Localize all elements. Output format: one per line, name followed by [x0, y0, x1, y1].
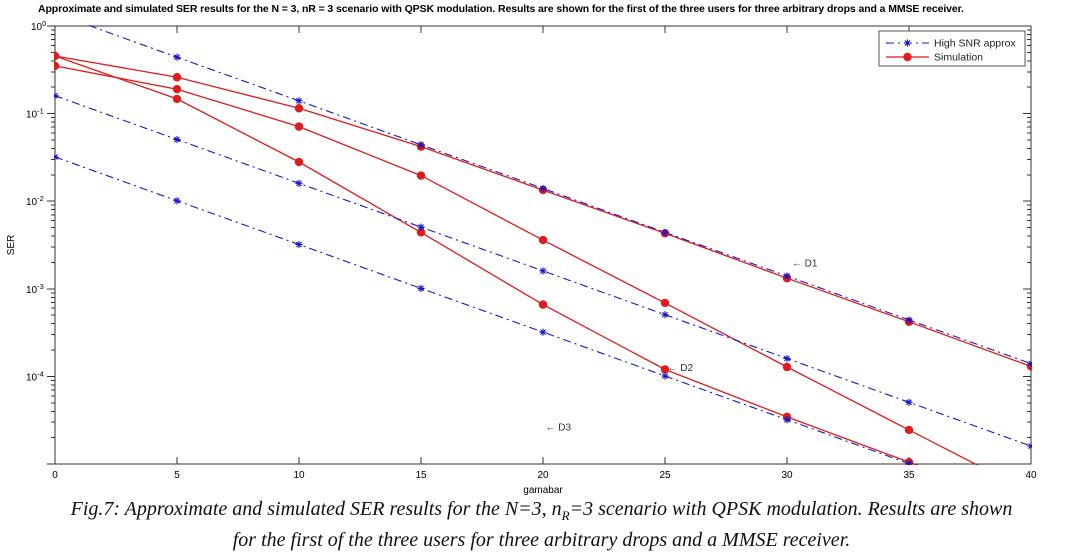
- y-axis: [47, 25, 1031, 465]
- caption-line2: for the first of the three users for thr…: [232, 529, 851, 551]
- marker-asterisk: [1027, 359, 1032, 368]
- y-tick-label: 10-2: [26, 194, 44, 208]
- legend-label: High SNR approx: [934, 38, 1016, 50]
- marker-circle: [172, 84, 182, 94]
- line-high-snr-approx-drop-d2-: [54, 95, 1032, 447]
- line-simulation-drop-d3-: [54, 55, 919, 465]
- legend: High SNR approx Simulation: [878, 30, 1026, 67]
- marker-asterisk: [54, 153, 59, 161]
- marker-asterisk: [54, 92, 59, 100]
- x-tick-label: 0: [52, 470, 58, 481]
- x-tick-label: 15: [415, 470, 427, 481]
- caption-line1: Fig.7: Approximate and simulated SER res…: [70, 498, 1013, 523]
- marker-asterisk: [539, 267, 547, 275]
- marker-circle: [54, 61, 60, 71]
- marker-asterisk: [661, 372, 669, 380]
- line-high-snr-approx-drop-d1-: [86, 25, 1032, 365]
- marker-circle: [294, 157, 304, 167]
- x-tick-label: 35: [903, 470, 915, 481]
- line-high-snr-approx-drop-d3-: [54, 156, 915, 465]
- legend-box: [878, 30, 1026, 67]
- x-tick-label: 25: [659, 470, 671, 481]
- x-tick-label: 40: [1025, 470, 1037, 481]
- marker-asterisk: [295, 240, 303, 249]
- marker-circle: [54, 51, 60, 61]
- x-axis: [54, 26, 1032, 464]
- series-layer: [54, 25, 1032, 465]
- x-tick-label: 10: [293, 470, 305, 481]
- x-tick-label: 20: [537, 470, 549, 481]
- y-tick-label: 100: [31, 19, 46, 33]
- y-tick-label: 10-3: [26, 282, 44, 296]
- marker-asterisk: [173, 53, 181, 61]
- annotations: ← D1 ← D2 ← D3: [545, 258, 817, 433]
- marker-asterisk: [905, 398, 913, 406]
- y-tick-label: 10-4: [26, 369, 44, 383]
- legend-sample-marker: [903, 52, 912, 62]
- marker-asterisk: [783, 416, 791, 424]
- legend-label: Simulation: [934, 52, 983, 64]
- marker-circle: [660, 365, 670, 374]
- marker-asterisk: [295, 97, 303, 105]
- marker-asterisk: [173, 197, 181, 205]
- marker-asterisk: [1027, 442, 1032, 450]
- plot-box: [54, 25, 1032, 465]
- annotation-d3: ← D3: [545, 423, 571, 434]
- annotation-d2: ← D2: [667, 363, 693, 374]
- marker-circle: [660, 298, 670, 308]
- marker-asterisk: [539, 328, 547, 336]
- marker-circle: [416, 228, 426, 237]
- marker-circle: [294, 104, 304, 113]
- marker-asterisk: [661, 228, 669, 237]
- marker-asterisk: [173, 135, 181, 144]
- marker-asterisk: [295, 179, 303, 187]
- marker-asterisk: [539, 184, 547, 192]
- marker-asterisk: [905, 460, 913, 465]
- y-axis-label: SER: [6, 235, 17, 256]
- marker-circle: [1027, 489, 1035, 497]
- marker-circle: [538, 235, 548, 245]
- marker-asterisk: [417, 284, 425, 293]
- marker-asterisk: [51, 10, 58, 17]
- x-tick-label: 5: [174, 470, 180, 481]
- marker-circle: [416, 171, 426, 180]
- marker-asterisk: [417, 223, 425, 231]
- marker-asterisk: [783, 354, 791, 363]
- ser-plot: 0 5 10 15 20 25 30 35 40 100 10-1 10-2 10-3 10-4 gamab…: [6, 10, 1037, 497]
- x-tick-label: 30: [781, 470, 793, 481]
- marker-layer: [51, 10, 1035, 497]
- annotation-d1: ← D1: [792, 258, 818, 269]
- marker-asterisk: [661, 311, 669, 319]
- marker-asterisk: [905, 316, 913, 324]
- marker-circle: [172, 94, 182, 104]
- y-tick-label: 10-1: [26, 107, 44, 121]
- caption-subscript: R: [561, 508, 570, 523]
- x-tick-labels: 0 5 10 15 20 25 30 35 40: [52, 470, 1037, 481]
- marker-asterisk: [783, 272, 791, 280]
- figure-caption: Fig.7: Approximate and simulated SER res…: [0, 497, 1083, 552]
- marker-circle: [904, 425, 914, 435]
- x-axis-label: gamabar: [523, 485, 563, 496]
- plot-title: Approximate and simulated SER results fo…: [38, 3, 964, 15]
- marker-circle: [782, 362, 792, 372]
- marker-circle: [172, 73, 182, 82]
- marker-circle: [294, 122, 304, 131]
- y-tick-labels: 100 10-1 10-2 10-3 10-4: [26, 19, 46, 383]
- marker-circle: [538, 300, 548, 309]
- axes: [54, 25, 1032, 465]
- legend-sample-marker: [903, 39, 912, 47]
- marker-asterisk: [417, 141, 425, 149]
- line-simulation-drop-d2-: [54, 65, 979, 465]
- line-simulation-drop-d1-: [54, 55, 1032, 368]
